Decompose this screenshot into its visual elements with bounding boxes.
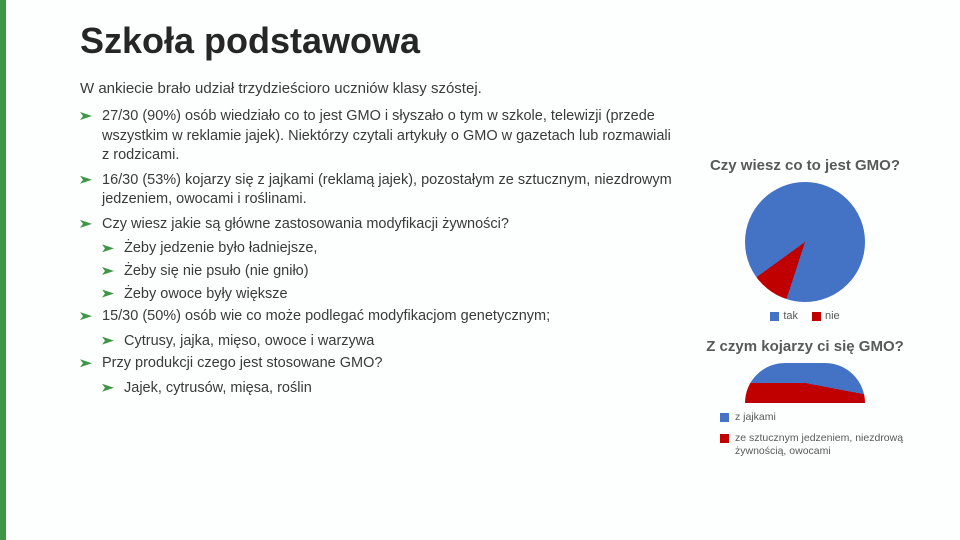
bullet-item: Przy produkcji czego jest stosowane GMO? [80, 354, 680, 374]
sub-bullet-item: Jajek, cytrusów, mięsa, roślin [102, 379, 680, 399]
bullet-item: 27/30 (90%) osób wiedziało co to jest GM… [80, 107, 680, 166]
legend-label: tak [783, 310, 798, 322]
chart2-title: Z czym kojarzy ci się GMO? [690, 338, 920, 355]
chart2-legend: z jajkami ze sztucznym jedzeniem, niezdr… [690, 411, 920, 458]
page-title: Szkoła podstawowa [80, 20, 920, 62]
chart2-pie [745, 363, 865, 403]
sub-bullet-item: Żeby owoce były większe [102, 285, 680, 305]
sub-bullet-item: Żeby jedzenie było ładniejsze, [102, 239, 680, 259]
bullet-item: 15/30 (50%) osób wie co może podlegać mo… [80, 307, 680, 327]
chart1-legend: tak nie [770, 310, 839, 322]
legend-label: nie [825, 310, 840, 322]
chart1-title: Czy wiesz co to jest GMO? [690, 157, 920, 174]
sub-bullet-item: Cytrusy, jajka, mięso, owoce i warzywa [102, 332, 680, 352]
legend-label: z jajkami [735, 411, 776, 424]
intro-text: W ankiecie brało udział trzydzieścioro u… [80, 80, 920, 97]
bullet-column: 27/30 (90%) osób wiedziało co to jest GM… [80, 107, 680, 466]
bullet-item: Czy wiesz jakie są główne zastosowania m… [80, 215, 680, 235]
sub-bullet-item: Żeby się nie psuło (nie gniło) [102, 262, 680, 282]
chart1-pie [745, 182, 865, 302]
charts-column: Czy wiesz co to jest GMO? tak nie Z czym… [690, 107, 920, 466]
bullet-item: 16/30 (53%) kojarzy się z jajkami (rekla… [80, 171, 680, 210]
legend-label: ze sztucznym jedzeniem, niezdrową żywnoś… [735, 432, 920, 458]
